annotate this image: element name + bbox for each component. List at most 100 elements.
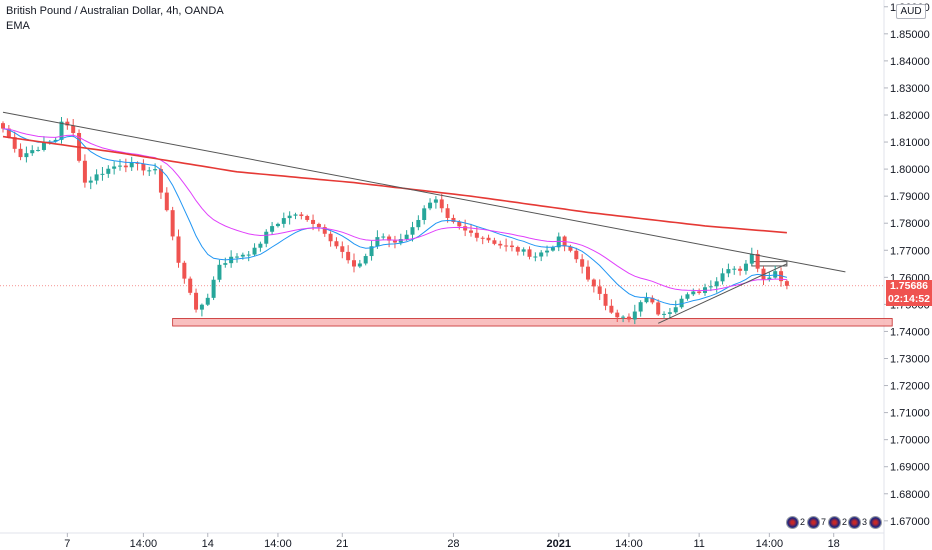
candle-body (486, 237, 491, 241)
candle-body (6, 128, 11, 138)
candle-body (685, 294, 690, 299)
candle-body (258, 243, 263, 248)
candle-body (644, 297, 649, 303)
candle-body (422, 208, 427, 220)
candle-body (474, 232, 479, 238)
candle-body (533, 256, 538, 258)
candle-body (235, 256, 239, 258)
uk-flag-icon (848, 515, 861, 529)
candle-body (205, 297, 210, 305)
x-tick-label: 14:00 (615, 538, 643, 550)
candle-body (621, 316, 626, 318)
candle-body (550, 247, 555, 251)
economic-events-group-1[interactable]: 2 7 2 (786, 514, 847, 530)
candle-body (509, 245, 514, 248)
y-tick-label: 1.84000 (890, 56, 930, 68)
candle-body (59, 121, 64, 140)
x-tick-label: 21 (336, 538, 348, 550)
candle-body (767, 277, 772, 280)
y-tick-label: 1.67000 (890, 516, 930, 528)
candle-body (275, 223, 280, 227)
candle-body (469, 230, 473, 233)
symbol-title: British Pound / Australian Dollar, 4h, O… (6, 5, 224, 17)
y-tick-label: 1.68000 (890, 489, 930, 501)
candle-body (527, 249, 532, 257)
x-tick-label: 14:00 (130, 538, 158, 550)
candle-body (457, 221, 462, 227)
event-marker[interactable]: 3 (848, 515, 867, 529)
candle-body (18, 148, 23, 158)
candle-body (311, 219, 316, 224)
candle-body (749, 253, 754, 264)
candle-body (123, 165, 128, 168)
uk-flag-icon (786, 515, 799, 529)
candle-body (410, 227, 415, 235)
x-tick-label: 14:00 (264, 538, 292, 550)
candle-body (439, 199, 444, 209)
candle-body (88, 180, 93, 183)
candle-body (30, 150, 35, 154)
event-marker[interactable]: 7 (807, 515, 826, 529)
x-tick-label: 14 (202, 538, 214, 550)
candle-body (229, 256, 234, 264)
y-tick-label: 1.77000 (890, 245, 930, 257)
candle-body (100, 173, 105, 175)
ema-slow-line (2, 135, 787, 234)
candle-body (615, 312, 620, 318)
candle-body (170, 210, 175, 237)
candle-body (252, 247, 257, 255)
chart-legend: British Pound / Australian Dollar, 4h, O… (6, 4, 224, 34)
event-marker[interactable]: 2 (828, 515, 847, 529)
candle-body (12, 137, 17, 149)
candle-body (112, 166, 117, 169)
candle-body (369, 246, 374, 257)
candle-body (176, 236, 181, 263)
candle-body (199, 304, 204, 310)
candle-body (82, 160, 87, 183)
candle-body (41, 142, 46, 150)
candle-body (504, 245, 509, 247)
candle-body (223, 263, 228, 265)
candle-body (761, 268, 766, 280)
candle-body (141, 163, 146, 171)
candle-body (188, 278, 193, 293)
candle-body (270, 226, 275, 232)
candle-body (334, 241, 339, 247)
x-tick-label: 2021 (547, 538, 571, 550)
last-price-label: 1.75686 (886, 280, 932, 293)
candle-body (451, 217, 456, 222)
candle-body (328, 233, 333, 242)
candle-body (521, 249, 526, 252)
event-marker[interactable] (869, 515, 883, 529)
candle-body (498, 243, 503, 246)
candle-body (492, 240, 497, 244)
candle-body (211, 279, 216, 298)
candle-body (106, 168, 111, 174)
candle-body (246, 254, 251, 256)
candle-body (381, 236, 386, 238)
currency-badge[interactable]: AUD (896, 4, 926, 19)
candle-body (732, 268, 737, 270)
candle-body (556, 236, 561, 248)
candle-body (691, 291, 696, 295)
candle-body (632, 311, 637, 320)
candle-body (293, 214, 298, 216)
economic-events-group-2[interactable]: 3 (848, 514, 883, 530)
candle-body (71, 125, 76, 133)
candle-body (135, 162, 140, 164)
candle-body (281, 218, 286, 224)
candle-body (539, 252, 544, 257)
event-marker[interactable]: 2 (786, 515, 805, 529)
candle-body (299, 214, 304, 216)
candle-body (697, 291, 702, 293)
candle-body (773, 271, 778, 278)
candle-body (158, 169, 163, 193)
candle-body (738, 268, 743, 271)
y-tick-label: 1.82000 (890, 110, 930, 122)
candle-body (194, 292, 199, 310)
ema-mid-line (2, 128, 787, 292)
x-tick-label: 7 (64, 538, 70, 550)
ema-fast-line (2, 128, 788, 306)
